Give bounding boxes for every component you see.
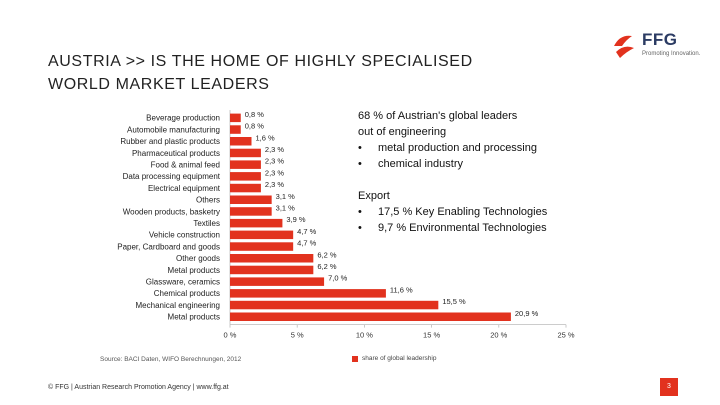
bar	[230, 125, 241, 134]
legend-label: share of global leadership	[362, 355, 437, 362]
logo-mark-top	[614, 35, 632, 46]
category-label: Rubber and plastic products	[120, 137, 220, 146]
category-label: Metal products	[168, 266, 220, 275]
bar	[230, 183, 261, 193]
category-label: Pharmaceutical products	[132, 149, 220, 158]
page-number: 3	[660, 378, 678, 396]
x-tick-label: 15 %	[423, 331, 440, 340]
slide-title-line2: WORLD MARKET LEADERS	[48, 76, 270, 93]
category-label: Metal products	[168, 313, 220, 322]
engineering-bullet-2: chemical industry	[358, 156, 598, 172]
slide-title: AUSTRIA >> IS THE HOME OF HIGHLY SPECIAL…	[48, 50, 568, 96]
export-bullet-2-text: 9,7 % Environmental Technologies	[378, 222, 547, 234]
category-label: Beverage production	[146, 114, 220, 123]
export-bullet-2: 9,7 % Environmental Technologies	[358, 220, 598, 236]
category-label: Glassware, ceramics	[146, 277, 220, 286]
logo-text: FFG	[642, 30, 678, 49]
engineering-heading-line2: out of engineering	[358, 126, 447, 138]
chart-bars-group	[230, 113, 511, 321]
export-bullet-1-text: 17,5 % Key Enabling Technologies	[378, 206, 548, 218]
slide-title-line1: AUSTRIA >> IS THE HOME OF HIGHLY SPECIAL…	[48, 53, 473, 70]
logo-mark-bottom	[616, 46, 634, 58]
value-label: 2,3 %	[265, 157, 285, 166]
x-tick-label: 20 %	[490, 331, 507, 340]
value-label: 4,7 %	[297, 227, 317, 236]
bar	[230, 195, 272, 204]
bar	[230, 218, 283, 228]
chart-legend: share of global leadership	[352, 355, 436, 362]
source-note: Source: BACI Daten, WIFO Berechnungen, 2…	[100, 356, 242, 363]
value-label: 6,2 %	[317, 262, 337, 271]
bar	[230, 277, 325, 286]
value-label: 2,3 %	[265, 168, 285, 177]
chart-axis-group	[229, 110, 567, 328]
value-label: 3,9 %	[286, 215, 306, 224]
value-label: 0,8 %	[245, 122, 265, 131]
export-bullet-1: 17,5 % Key Enabling Technologies	[358, 204, 598, 220]
logo-subtitle: Promoting Innovation.	[642, 51, 701, 57]
x-tick-label: 10 %	[356, 331, 373, 340]
category-label: Food & animal feed	[151, 160, 220, 169]
x-tick-label: 0 %	[224, 331, 237, 340]
value-label: 0,8 %	[245, 110, 265, 119]
legend-swatch	[352, 355, 358, 362]
value-label: 3,1 %	[276, 192, 296, 201]
export-info: Export 17,5 % Key Enabling Technologies …	[358, 188, 598, 236]
bar	[230, 172, 261, 181]
engineering-bullet-2-text: chemical industry	[378, 158, 463, 170]
engineering-bullet-1: metal production and processing	[358, 140, 598, 156]
bar	[230, 137, 252, 146]
category-label: Electrical equipment	[148, 184, 221, 193]
bar	[230, 230, 294, 240]
bar	[230, 289, 386, 298]
value-label: 20,9 %	[515, 309, 539, 318]
category-label: Others	[196, 196, 220, 205]
bar	[230, 160, 261, 169]
x-tick-label: 25 %	[557, 331, 574, 340]
category-label: Data processing equipment	[123, 172, 221, 181]
value-label: 11,6 %	[390, 285, 413, 294]
bar	[230, 207, 272, 216]
value-label: 2,3 %	[265, 180, 285, 189]
category-label: Mechanical engineering	[136, 301, 221, 310]
value-label: 4,7 %	[297, 239, 317, 248]
value-label: 3,1 %	[276, 203, 296, 212]
value-label: 2,3 %	[265, 145, 285, 154]
export-heading: Export	[358, 190, 390, 202]
bar	[230, 265, 314, 275]
value-label: 15,5 %	[442, 297, 466, 306]
bar	[230, 148, 261, 158]
category-label: Automobile manufacturing	[127, 125, 220, 134]
engineering-info: 68 % of Austrian's global leaders out of…	[358, 108, 598, 172]
bar	[230, 312, 511, 321]
engineering-heading-line1: 68 % of Austrian's global leaders	[358, 110, 518, 122]
engineering-bullet-1-text: metal production and processing	[378, 142, 537, 154]
category-label: Wooden products, basketry	[123, 207, 220, 216]
bar	[230, 254, 314, 263]
category-label: Chemical products	[154, 289, 220, 298]
category-label: Vehicle construction	[149, 231, 220, 240]
bar	[230, 242, 294, 251]
value-label: 1,6 %	[256, 133, 276, 142]
category-label: Textiles	[193, 219, 220, 228]
footer-text: © FFG | Austrian Research Promotion Agen…	[48, 384, 229, 391]
category-label: Paper, Cardboard and goods	[117, 242, 220, 251]
category-label: Other goods	[176, 254, 220, 263]
value-label: 6,2 %	[317, 250, 337, 259]
bar	[230, 113, 241, 123]
value-label: 7,0 %	[328, 274, 348, 283]
ffg-logo-icon	[614, 35, 634, 58]
bar	[230, 300, 439, 310]
x-tick-label: 5 %	[291, 331, 304, 340]
chart-labels-group: 0 % 5 % 10 % 15 % 20 % 25 % Beverage productio…	[117, 110, 575, 340]
